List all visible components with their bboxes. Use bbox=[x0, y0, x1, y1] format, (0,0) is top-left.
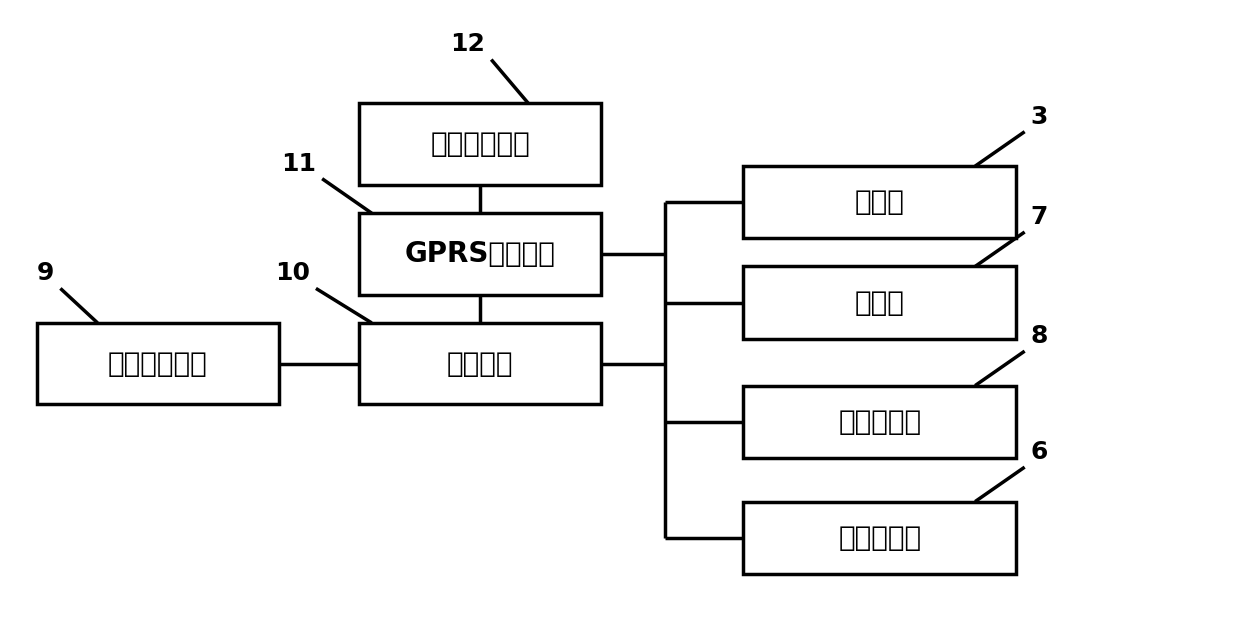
Text: 8: 8 bbox=[1031, 324, 1048, 348]
Text: GPRS通讯模块: GPRS通讯模块 bbox=[405, 240, 555, 268]
Bar bbox=[743, 502, 1016, 574]
Bar bbox=[37, 323, 279, 404]
Text: 12: 12 bbox=[450, 33, 484, 56]
Text: 3: 3 bbox=[1031, 105, 1048, 129]
Text: 主控制器: 主控制器 bbox=[447, 350, 513, 377]
Text: 6: 6 bbox=[1031, 440, 1048, 464]
Text: 9: 9 bbox=[37, 261, 55, 285]
Bar bbox=[743, 166, 1016, 238]
Text: 7: 7 bbox=[1031, 205, 1048, 229]
Bar bbox=[743, 386, 1016, 458]
Text: 警报灯: 警报灯 bbox=[855, 188, 904, 216]
Text: 供氧电磁阀: 供氧电磁阀 bbox=[838, 524, 922, 552]
Bar bbox=[359, 213, 601, 295]
Text: 供氧泵: 供氧泵 bbox=[855, 288, 904, 317]
Text: 环境监控模块: 环境监控模块 bbox=[108, 350, 208, 377]
Text: 10: 10 bbox=[275, 261, 310, 285]
Text: 远端控制中心: 远端控制中心 bbox=[430, 130, 530, 158]
Bar bbox=[359, 103, 601, 185]
Bar bbox=[743, 266, 1016, 339]
Bar bbox=[359, 323, 601, 404]
Text: 换气控制阀: 换气控制阀 bbox=[838, 408, 922, 436]
Text: 11: 11 bbox=[281, 152, 316, 176]
